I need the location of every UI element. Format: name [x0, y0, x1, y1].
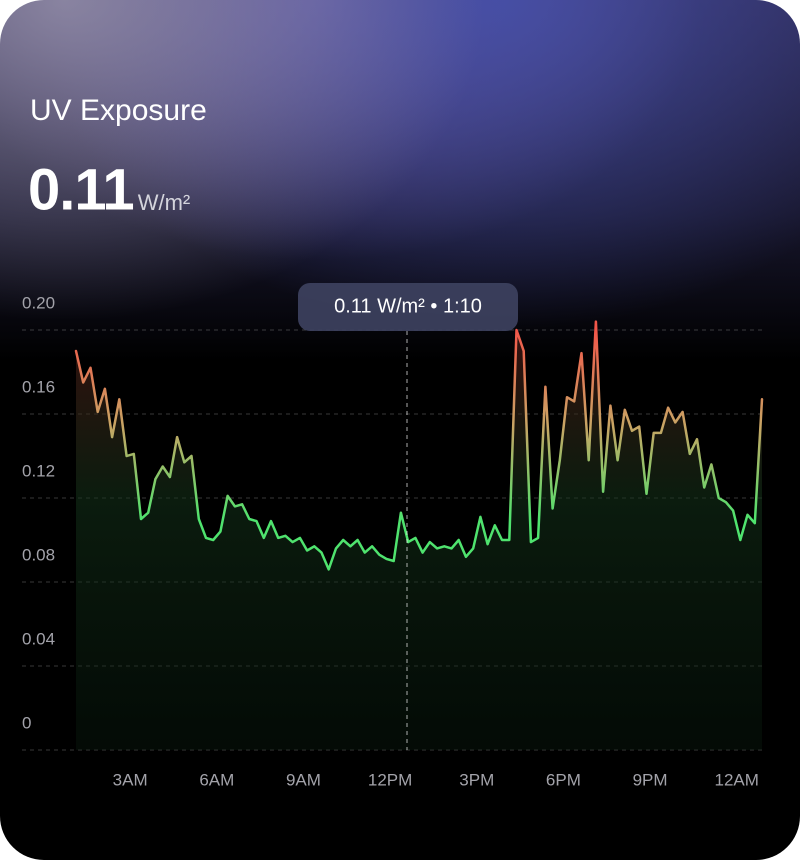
current-unit: W/m² — [138, 190, 191, 215]
tooltip-box — [298, 283, 518, 331]
y-tick-label: 0.08 — [22, 545, 55, 564]
x-tick-label: 3PM — [459, 770, 494, 789]
x-tick-label: 3AM — [113, 770, 148, 789]
x-tick-label: 9AM — [286, 770, 321, 789]
x-tick-label: 12AM — [715, 770, 759, 789]
x-tick-label: 9PM — [633, 770, 668, 789]
x-tick-label: 6PM — [546, 770, 581, 789]
area — [76, 321, 762, 750]
y-tick-label: 0 — [22, 713, 31, 732]
grid: 0 0.04 0.08 0.12 0.16 0.20 3AM 6AM 9AM 12PM 3PM 6PM… — [22, 293, 766, 789]
y-tick-label: 0.20 — [22, 293, 55, 312]
y-tick-label: 0.04 — [22, 629, 55, 648]
current-value: 0.11 — [28, 157, 134, 222]
x-tick-label: 6AM — [199, 770, 234, 789]
y-tick-label: 0.16 — [22, 377, 55, 396]
tooltip-text: 0.11 W/m² • 1:10 — [334, 295, 482, 317]
plot — [74, 320, 764, 750]
y-tick-label: 0.12 — [22, 461, 55, 480]
chart-title: UV Exposure — [30, 94, 207, 127]
x-tick-label: 12PM — [368, 770, 412, 789]
line — [74, 320, 764, 571]
